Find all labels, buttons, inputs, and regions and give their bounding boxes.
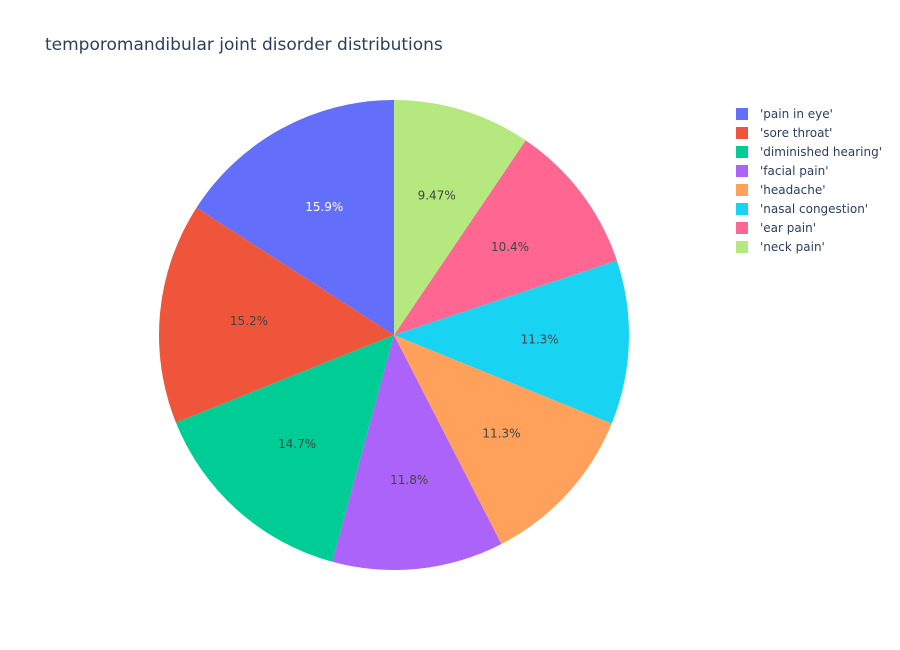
legend-swatch	[736, 184, 748, 196]
chart-title: temporomandibular joint disorder distrib…	[45, 35, 443, 55]
slice-percent-label: 15.9%	[305, 200, 343, 214]
legend-label: 'diminished hearing'	[760, 145, 882, 159]
slice-percent-label: 11.3%	[482, 426, 520, 440]
legend-item[interactable]: 'sore throat'	[736, 126, 832, 140]
legend-swatch	[736, 127, 748, 139]
slice-percent-label: 14.7%	[278, 437, 316, 451]
pie-slice[interactable]	[394, 100, 526, 335]
pie-slice[interactable]	[332, 335, 502, 570]
slice-percent-label: 11.3%	[521, 333, 559, 347]
slice-percent-label: 15.2%	[230, 314, 268, 328]
pie-slice[interactable]	[394, 260, 629, 424]
legend-item[interactable]: 'headache'	[736, 183, 826, 197]
legend-swatch	[736, 146, 748, 158]
pie-slice-labels: 15.9% 15.2% 14.7% 11.8% 11.3% 11.3% 10.4% 9.47%	[230, 189, 559, 487]
legend-item[interactable]: 'nasal congestion'	[736, 202, 868, 216]
legend-swatch	[736, 108, 748, 120]
legend-label: 'sore throat'	[760, 126, 832, 140]
slice-percent-label: 10.4%	[491, 240, 529, 254]
legend-item[interactable]: 'diminished hearing'	[736, 145, 882, 159]
legend[interactable]: 'pain in eye' 'sore throat' 'diminished he…	[736, 107, 882, 254]
pie-slice[interactable]	[394, 140, 617, 335]
legend-item[interactable]: 'ear pain'	[736, 221, 816, 235]
legend-swatch	[736, 241, 748, 253]
pie-slice[interactable]	[175, 335, 394, 562]
legend-item[interactable]: 'facial pain'	[736, 164, 829, 178]
slice-percent-label: 9.47%	[418, 189, 456, 203]
legend-label: 'nasal congestion'	[760, 202, 868, 216]
legend-swatch	[736, 165, 748, 177]
legend-label: 'ear pain'	[760, 221, 816, 235]
pie-slices	[158, 100, 629, 570]
pie-slice[interactable]	[158, 207, 394, 423]
legend-label: 'headache'	[760, 183, 826, 197]
legend-label: 'pain in eye'	[760, 107, 833, 121]
slice-percent-label: 11.8%	[390, 473, 428, 487]
legend-item[interactable]: 'neck pain'	[736, 240, 825, 254]
pie-slice[interactable]	[394, 335, 612, 544]
legend-swatch	[736, 203, 748, 215]
legend-label: 'facial pain'	[760, 164, 829, 178]
legend-label: 'neck pain'	[760, 240, 825, 254]
legend-item[interactable]: 'pain in eye'	[736, 107, 833, 121]
legend-swatch	[736, 222, 748, 234]
pie-slice[interactable]	[196, 100, 394, 335]
